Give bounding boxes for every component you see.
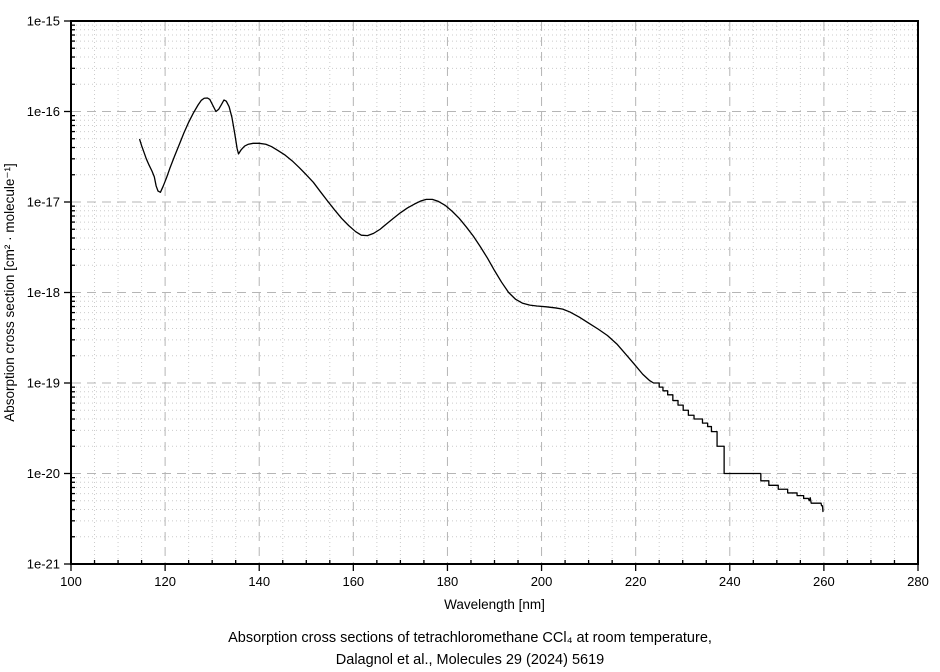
axis-ticks: [64, 20, 919, 571]
caption-line-2: Dalagnol et al., Molecules 29 (2024) 561…: [335, 652, 605, 668]
grid-minor: [72, 22, 917, 563]
x-tick-label: 160: [342, 574, 364, 589]
x-tick-label: 260: [813, 574, 835, 589]
y-tick-label: 1e-15: [27, 14, 60, 29]
x-tick-label: 280: [907, 574, 929, 589]
y-tick-label: 1e-18: [27, 285, 60, 300]
x-tick-label: 220: [625, 574, 647, 589]
y-tick-label: 1e-16: [27, 104, 60, 119]
y-tick-label: 1e-21: [27, 557, 60, 572]
figure-caption: Absorption cross sections of tetrachloro…: [0, 627, 940, 671]
data-curve: [139, 97, 824, 513]
absorption-spectrum-chart: 100 120 140 160 180 200 220 240 260 280 1e-15 1e-16…: [2, 14, 929, 613]
x-tick-label: 180: [437, 574, 459, 589]
grid-major: [72, 22, 917, 563]
x-tick-label: 200: [531, 574, 553, 589]
y-tick-label: 1e-20: [27, 466, 60, 481]
caption-line-1: Absorption cross sections of tetrachloro…: [228, 630, 712, 646]
plot-frame: [70, 20, 919, 565]
x-tick-label: 240: [719, 574, 741, 589]
x-axis-label: Wavelength [nm]: [444, 597, 545, 612]
axis-tick-labels: 100 120 140 160 180 200 220 240 260 280 1e-15 1e-16…: [27, 14, 929, 590]
y-tick-label: 1e-17: [27, 195, 60, 210]
x-tick-label: 140: [248, 574, 270, 589]
x-tick-label: 120: [154, 574, 176, 589]
y-axis-label: Absorption cross section [cm² · molecule…: [2, 163, 17, 421]
y-tick-label: 1e-19: [27, 376, 60, 391]
x-tick-label: 100: [60, 574, 82, 589]
